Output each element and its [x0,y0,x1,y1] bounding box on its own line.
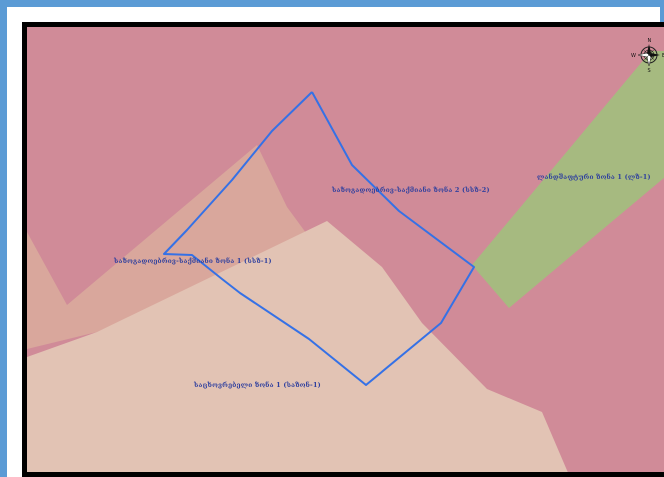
zone-label-ss2: საზოგადოებრივ-საქმიანი ზონა 2 (სსზ-2) [331,185,490,194]
zone-label-ss1: საზოგადოებრივ-საქმიანი ზონა 1 (სსზ-1) [113,256,272,265]
zone-green-area [472,51,664,308]
zone-label-landscape1: ლანდშაფტური ზონა 1 (ლზ-1) [537,172,651,181]
compass-east-label: E [662,53,664,59]
parcel-boundary[interactable] [163,91,475,386]
compass-north-label: N [648,38,652,44]
zoning-map[interactable]: საზოგადოებრივ-საქმიანი ზონა 2 (სსზ-2) სა… [22,22,664,477]
map-canvas: საზოგადოებრივ-საქმიანი ზონა 2 (სსზ-2) სა… [27,27,664,472]
zone-label-residential1: საცხოვრებელი ზონა 1 (საზონ-1) [193,380,321,389]
zone-light-area [27,221,568,472]
zone-tan-area [27,145,309,349]
compass-south-label: S [648,68,651,74]
compass-west-label: W [631,53,636,59]
compass-rose-icon: N S E W [631,38,664,74]
